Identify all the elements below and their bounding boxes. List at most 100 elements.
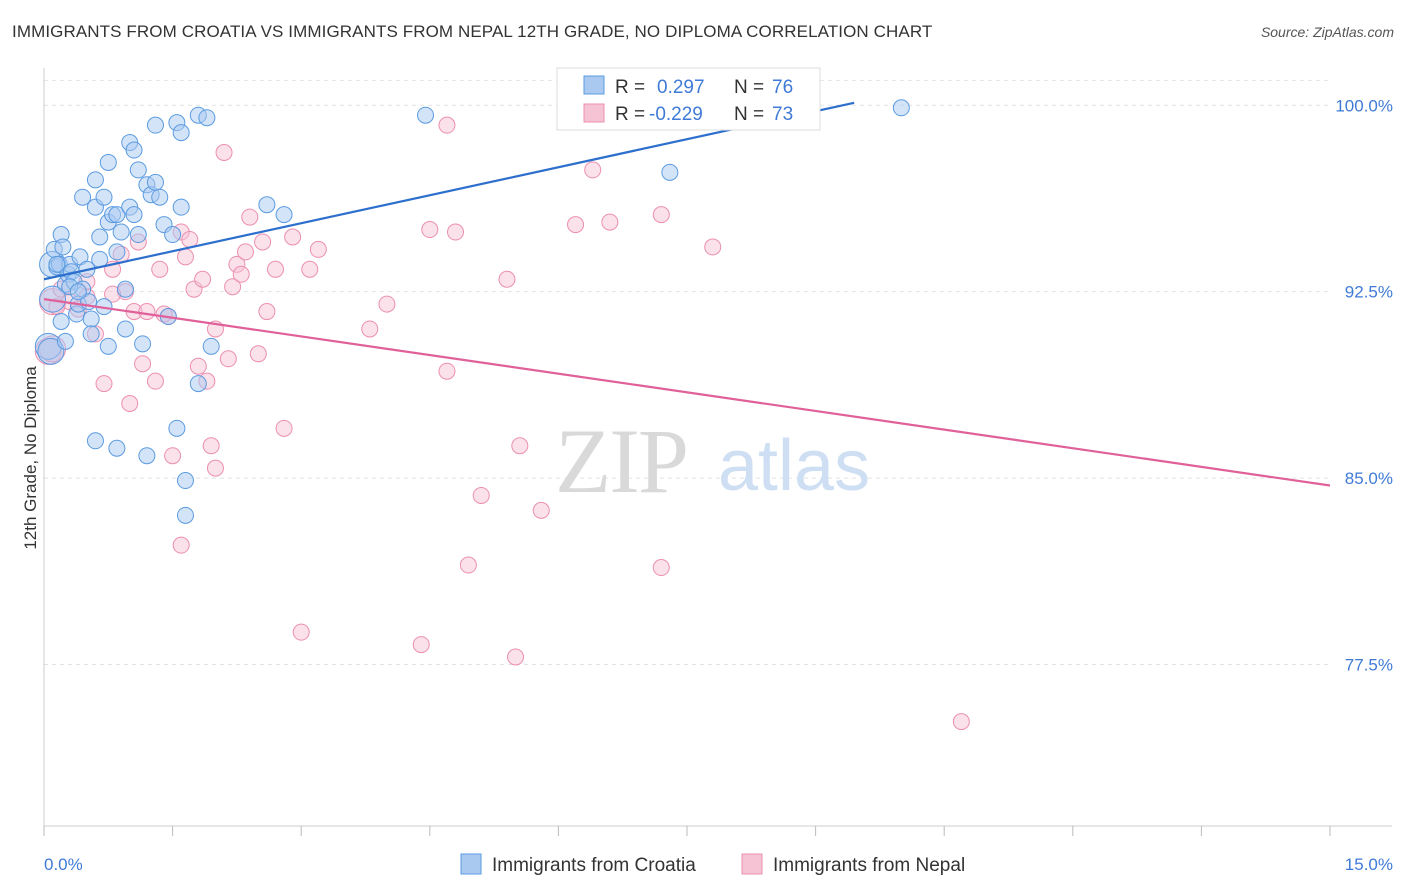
- croatia-point: [146, 173, 164, 191]
- croatia-point: [151, 188, 169, 206]
- stats-n-value-croatia: 76: [772, 77, 793, 98]
- nepal-point: [95, 375, 113, 393]
- legend-label-nepal: Immigrants from Nepal: [773, 855, 965, 876]
- croatia-point: [54, 238, 72, 256]
- nepal-point: [584, 161, 602, 179]
- nepal-point: [601, 213, 619, 231]
- legend-swatch-croatia: [460, 853, 482, 875]
- nepal-point: [301, 260, 319, 278]
- croatia-point: [168, 419, 186, 437]
- croatia-point: [134, 335, 152, 353]
- stats-legend: R = 0.297 N = 76 R = -0.229 N = 73: [556, 67, 821, 131]
- croatia-point: [172, 198, 190, 216]
- croatia-point: [146, 116, 164, 134]
- nepal-point: [202, 437, 220, 455]
- series-legend: Immigrants from Croatia Immigrants from …: [460, 853, 965, 876]
- nepal-point: [378, 295, 396, 313]
- nepal-point: [138, 303, 156, 321]
- stats-r-label-croatia: R =: [615, 77, 645, 98]
- nepal-point: [219, 350, 237, 368]
- stats-n-value-nepal: 73: [772, 104, 793, 125]
- y-tick-labels: 77.5% 85.0% 92.5% 100.0%: [1335, 96, 1393, 674]
- croatia-point: [112, 223, 130, 241]
- nepal-point: [194, 270, 212, 288]
- croatia-point: [198, 109, 216, 127]
- croatia-point: [661, 163, 679, 181]
- nepal-point: [224, 278, 242, 296]
- croatia-point: [275, 206, 293, 224]
- croatia-point: [125, 141, 143, 159]
- croatia-point: [108, 243, 126, 261]
- nepal-point: [176, 248, 194, 266]
- nepal-point: [438, 116, 456, 134]
- nepal-point: [472, 486, 490, 504]
- croatia-point: [82, 310, 100, 328]
- trend-lines: [43, 101, 1331, 487]
- croatia-point: [176, 472, 194, 490]
- series-croatia-points: [34, 99, 910, 524]
- y-tick-label: 100.0%: [1335, 96, 1393, 115]
- x-tick-label-max: 15.0%: [1345, 855, 1393, 874]
- croatia-point: [56, 332, 74, 350]
- legend-label-croatia: Immigrants from Croatia: [492, 855, 696, 876]
- croatia-point: [95, 188, 113, 206]
- croatia-point: [129, 226, 147, 244]
- gridlines: [44, 79, 1330, 665]
- nepal-point: [421, 221, 439, 239]
- nepal-point: [498, 270, 516, 288]
- x-tick-label-min: 0.0%: [44, 855, 83, 874]
- stats-r-value-nepal: -0.229: [649, 104, 703, 125]
- croatia-point: [892, 99, 910, 117]
- nepal-point: [567, 216, 585, 234]
- source-note: Source: ZipAtlas.com: [1260, 24, 1394, 40]
- watermark-zip: ZIP: [555, 410, 687, 512]
- croatia-point: [258, 196, 276, 214]
- croatia-point: [86, 432, 104, 450]
- stats-r-value-croatia: 0.297: [657, 77, 705, 98]
- nepal-point: [241, 208, 259, 226]
- nepal-point: [459, 556, 477, 574]
- nepal-point: [206, 459, 224, 477]
- nepal-point: [254, 233, 272, 251]
- croatia-point: [91, 228, 109, 246]
- croatia-point: [82, 325, 100, 343]
- nepal-point: [309, 240, 327, 258]
- nepal-point: [412, 636, 430, 654]
- croatia-point: [176, 506, 194, 524]
- nepal-point: [215, 143, 233, 161]
- croatia-point: [417, 106, 435, 124]
- nepal-point: [361, 320, 379, 338]
- croatia-point: [52, 312, 70, 330]
- croatia-point: [202, 337, 220, 355]
- y-tick-label: 92.5%: [1345, 283, 1393, 302]
- croatia-point: [37, 337, 65, 365]
- nepal-point: [275, 419, 293, 437]
- stats-n-label-nepal: N =: [734, 104, 764, 125]
- nepal-point: [134, 355, 152, 373]
- croatia-point: [125, 206, 143, 224]
- croatia-point: [69, 283, 87, 301]
- nepal-point: [284, 228, 302, 246]
- croatia-point: [48, 255, 66, 273]
- croatia-point: [99, 337, 117, 355]
- nepal-point: [249, 345, 267, 363]
- croatia-point: [189, 375, 207, 393]
- nepal-point: [164, 447, 182, 465]
- axes: [43, 68, 1392, 836]
- nepal-point: [181, 230, 199, 248]
- croatia-point: [138, 447, 156, 465]
- nepal-point: [121, 395, 139, 413]
- stats-r-label-nepal: R =: [615, 104, 645, 125]
- croatia-point: [74, 188, 92, 206]
- croatia-point: [129, 161, 147, 179]
- croatia-point: [108, 439, 126, 457]
- croatia-point: [172, 124, 190, 142]
- nepal-point: [146, 372, 164, 390]
- watermark-atlas: atlas: [718, 426, 870, 506]
- nepal-point: [507, 648, 525, 666]
- nepal-point: [438, 362, 456, 380]
- croatia-point: [99, 153, 117, 171]
- nepal-point: [258, 303, 276, 321]
- nepal-point: [652, 559, 670, 577]
